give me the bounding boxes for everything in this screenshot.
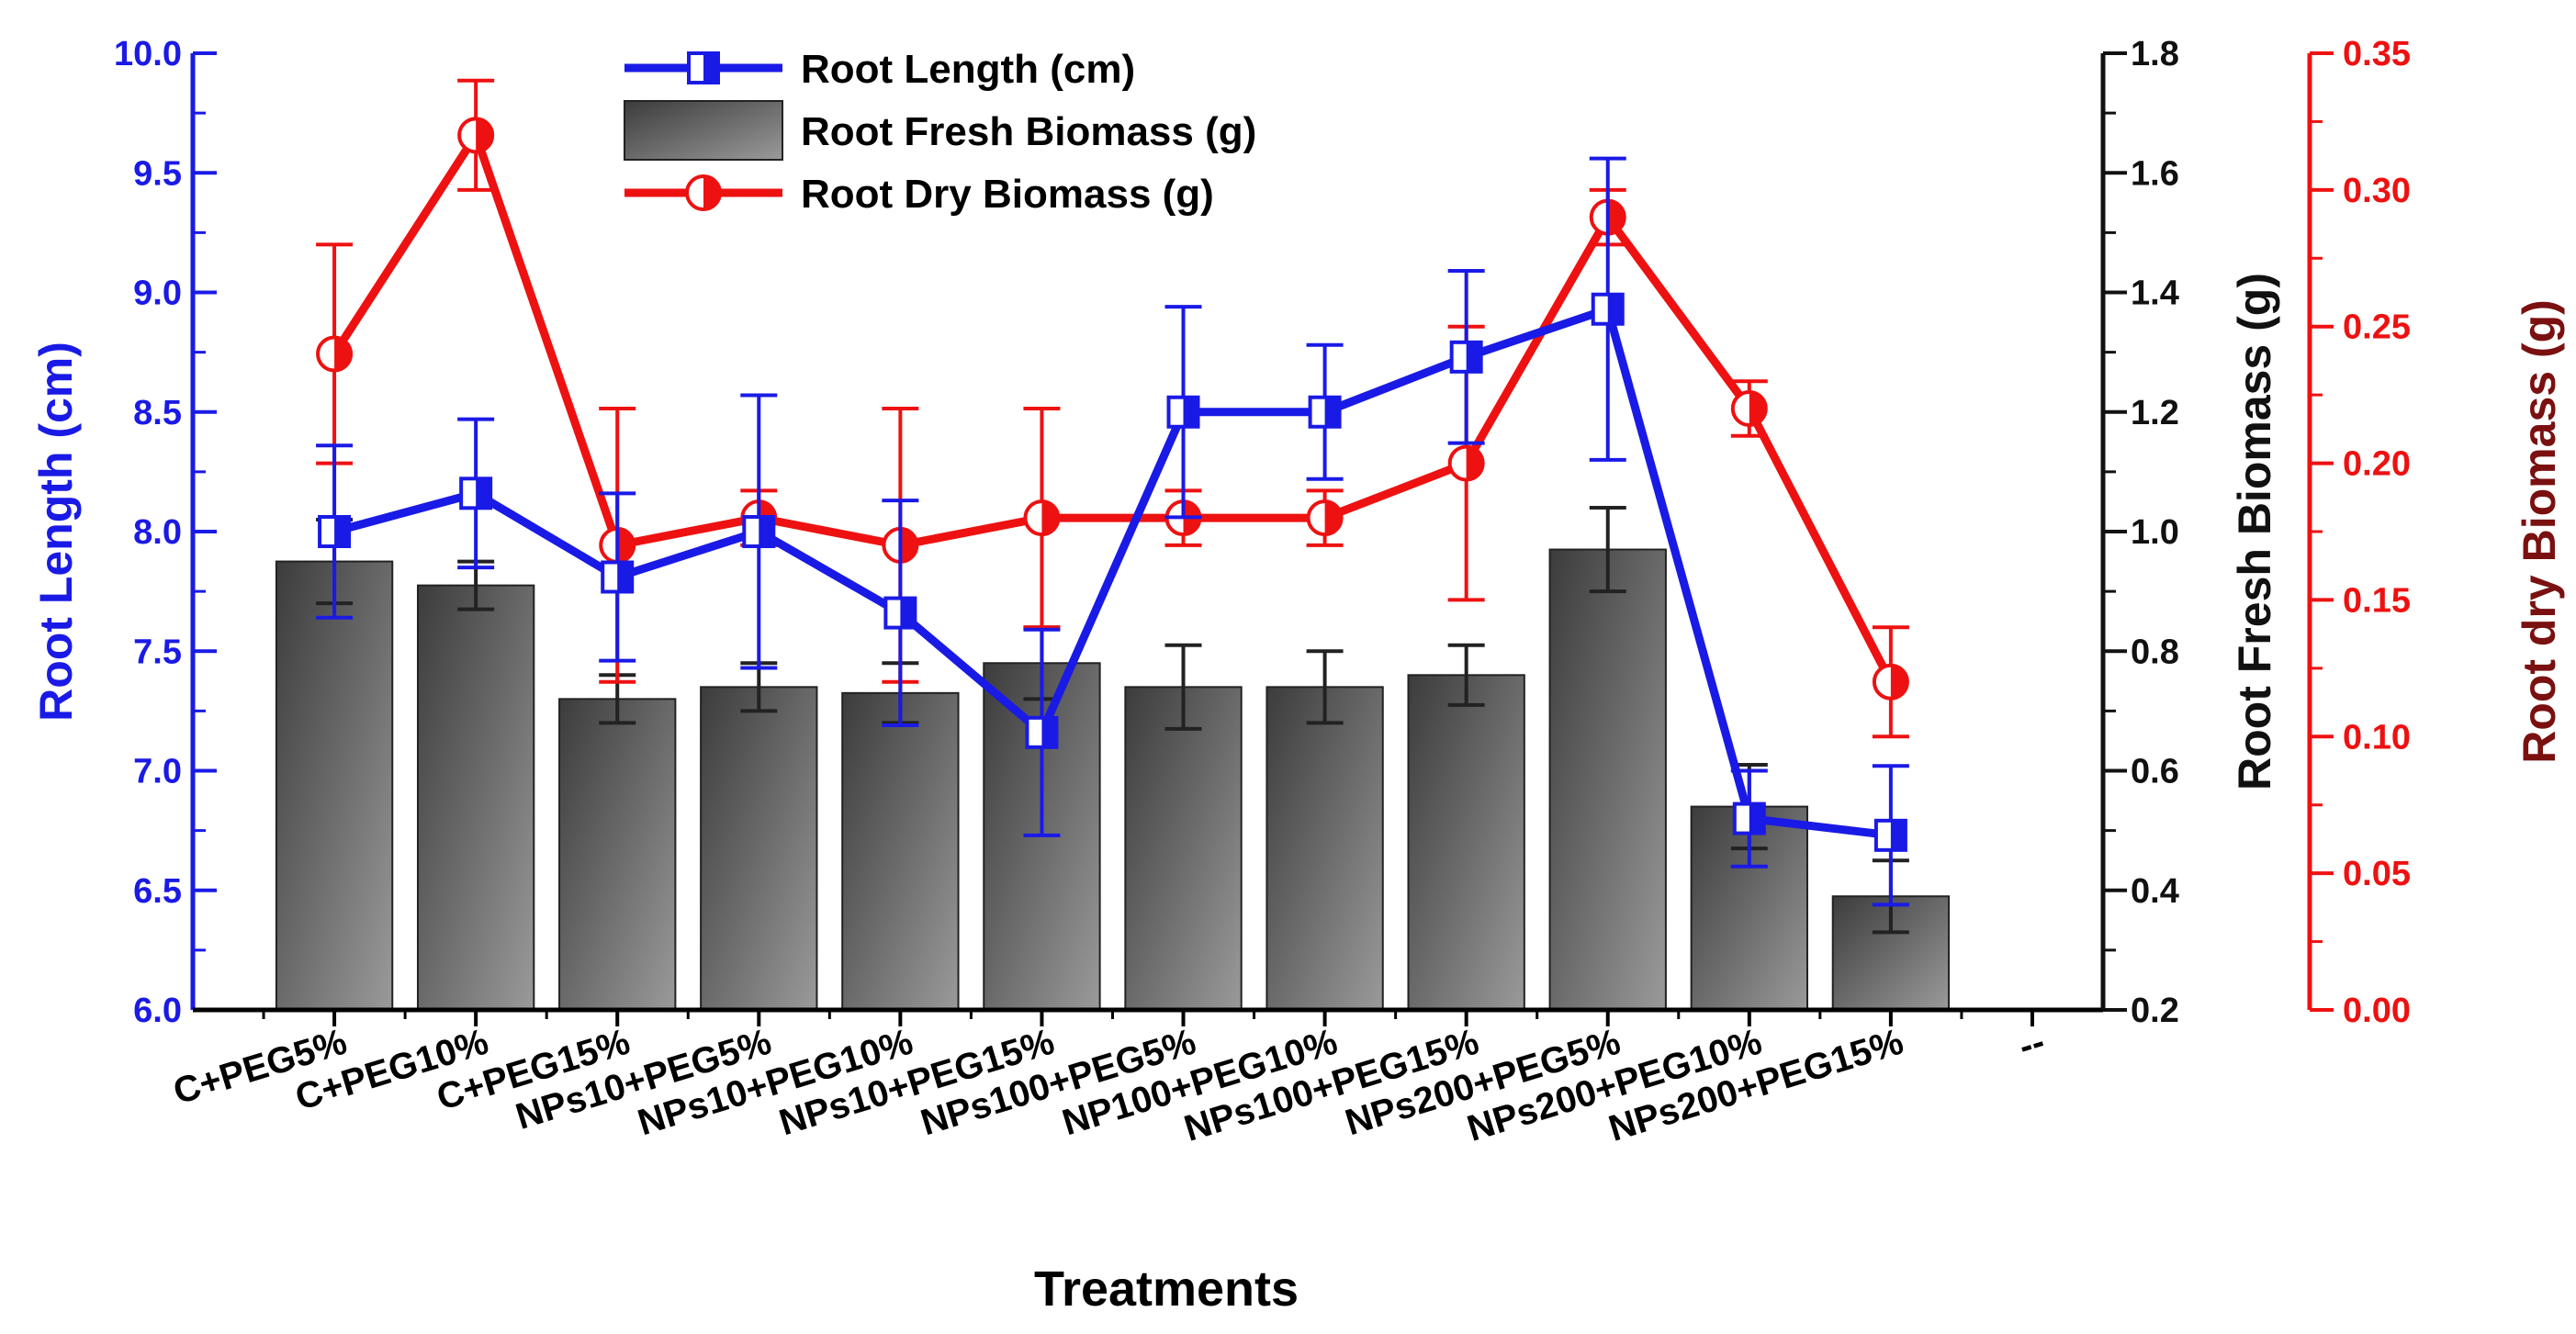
root-length-marker bbox=[318, 515, 352, 548]
series-layer bbox=[316, 78, 1909, 907]
root-length-marker-fill bbox=[1041, 717, 1057, 747]
right2-axis-tick-label: 0.00 bbox=[2343, 992, 2411, 1030]
dry-biomass-marker-fill bbox=[617, 528, 635, 562]
dry-biomass-marker bbox=[316, 335, 354, 373]
root-length-marker bbox=[883, 596, 917, 630]
root-length-marker-fill bbox=[1324, 397, 1340, 427]
root-length-marker bbox=[1166, 395, 1200, 429]
axes-layer: 6.0 6.5 7.0 7.5 8.0 8.5 9.0 9.5 10.0 Root Length … bbox=[30, 35, 2565, 1317]
left-axis-tick-label: 8.0 bbox=[133, 513, 182, 552]
root-length-marker bbox=[459, 476, 493, 510]
right1-axis-tick-label: 0.4 bbox=[2131, 872, 2179, 911]
dry-biomass-marker-fill bbox=[1324, 501, 1342, 535]
right1-axis-tick-label: 0.8 bbox=[2131, 633, 2179, 671]
root-length-line bbox=[332, 305, 1892, 840]
left-axis-tick-label: 9.5 bbox=[133, 154, 182, 193]
right1-axis-title: Root Fresh Biomass (g) bbox=[2229, 273, 2280, 790]
bar bbox=[841, 691, 960, 1012]
x-axis-title: Treatments bbox=[1034, 1261, 1299, 1317]
left-axis-tick-label: 6.5 bbox=[133, 872, 182, 911]
dry-biomass-marker bbox=[1306, 499, 1344, 537]
bar bbox=[558, 698, 677, 1011]
left-axis-tick-label: 10.0 bbox=[114, 35, 182, 73]
legend-marker-fill-root-length bbox=[703, 53, 718, 83]
dry-biomass-line bbox=[331, 130, 1895, 684]
dry-biomass-marker-fill bbox=[1890, 665, 1907, 699]
bar bbox=[1407, 674, 1525, 1011]
right2-axis-tick-label: 0.05 bbox=[2343, 855, 2411, 893]
left-axis-tick-label: 6.0 bbox=[133, 992, 182, 1030]
right1-axis-tick-label: 1.2 bbox=[2131, 394, 2179, 432]
root-length-marker-fill bbox=[1749, 803, 1764, 834]
left-axis-title: Root Length (cm) bbox=[30, 342, 82, 722]
root-length-marker-fill bbox=[1183, 397, 1198, 427]
bar bbox=[1124, 686, 1243, 1011]
dry-biomass-marker bbox=[1872, 663, 1909, 701]
root-length-marker bbox=[742, 515, 776, 548]
dry-biomass-marker-fill bbox=[900, 528, 917, 562]
right2-axis-tick-label: 0.15 bbox=[2343, 581, 2411, 620]
root-length-marker-fill bbox=[617, 562, 633, 592]
legend-label-dry-biomass: Root Dry Biomass (g) bbox=[801, 172, 1214, 217]
dry-biomass-marker-fill bbox=[334, 337, 352, 371]
dry-biomass-marker-fill bbox=[1041, 501, 1059, 535]
right1-axis-tick-label: 1.6 bbox=[2131, 154, 2179, 193]
root-length-marker bbox=[1025, 715, 1059, 749]
root-length-marker-fill bbox=[1607, 294, 1623, 324]
root-length-marker-fill bbox=[900, 598, 916, 628]
left-axis-tick-label: 8.5 bbox=[133, 394, 182, 432]
bar bbox=[1266, 686, 1384, 1011]
left-axis-tick-label: 7.5 bbox=[133, 633, 182, 671]
root-length-marker bbox=[1591, 292, 1625, 326]
root-length-marker-fill bbox=[1466, 342, 1481, 372]
dry-biomass-marker-fill bbox=[476, 118, 493, 152]
dry-biomass-marker-fill bbox=[1607, 200, 1625, 234]
root-length-marker bbox=[601, 560, 635, 594]
right2-axis-tick-label: 0.10 bbox=[2343, 718, 2411, 757]
bar bbox=[416, 584, 535, 1011]
root-length-marker bbox=[1449, 340, 1483, 374]
dry-biomass-marker bbox=[1447, 444, 1485, 482]
root-length-marker bbox=[1873, 818, 1907, 852]
root-length-marker-fill bbox=[334, 517, 350, 546]
right2-axis-tick-label: 0.35 bbox=[2343, 35, 2411, 73]
right2-axis-tick-label: 0.30 bbox=[2343, 172, 2411, 210]
right2-axis-tick-label: 0.25 bbox=[2343, 308, 2411, 347]
legend-swatch-fresh-biomass bbox=[624, 100, 783, 161]
dry-biomass-marker bbox=[457, 117, 495, 154]
legend-label-root-length: Root Length (cm) bbox=[801, 47, 1135, 92]
left-axis-tick-label: 7.0 bbox=[133, 753, 182, 791]
dry-biomass-marker bbox=[1730, 390, 1768, 428]
legend: Root Length (cm) Root Fresh Biomass (g) Ro… bbox=[624, 47, 1256, 217]
legend-marker-fill-dry-biomass bbox=[703, 176, 720, 209]
root-length-marker-fill bbox=[476, 478, 491, 509]
right1-axis-tick-label: 0.2 bbox=[2131, 992, 2179, 1030]
left-axis-tick-label: 9.0 bbox=[133, 275, 182, 313]
root-length-marker-fill bbox=[759, 517, 774, 546]
dry-biomass-marker-fill bbox=[1749, 392, 1766, 426]
right2-axis-tick-label: 0.20 bbox=[2343, 445, 2411, 484]
root-length-marker bbox=[1732, 802, 1766, 835]
dry-biomass-marker-fill bbox=[1466, 446, 1483, 480]
dry-biomass-marker bbox=[1023, 499, 1061, 537]
right1-axis-tick-label: 0.6 bbox=[2131, 753, 2179, 791]
right2-axis-title: Root dry Biomass (g) bbox=[2514, 299, 2565, 764]
root-length-marker bbox=[1308, 395, 1342, 429]
bars-layer bbox=[275, 505, 1951, 1012]
bar bbox=[1548, 548, 1667, 1011]
legend-label-fresh-biomass: Root Fresh Biomass (g) bbox=[801, 109, 1256, 154]
right1-axis-tick-label: 1.8 bbox=[2131, 35, 2179, 73]
right1-axis-tick-label: 1.0 bbox=[2131, 513, 2179, 552]
root-length-marker-fill bbox=[1890, 820, 1906, 850]
x-axis-tick-label: -- bbox=[2014, 1022, 2049, 1068]
right1-axis-tick-label: 1.4 bbox=[2131, 275, 2179, 313]
bar bbox=[275, 560, 394, 1011]
bar bbox=[700, 686, 818, 1011]
